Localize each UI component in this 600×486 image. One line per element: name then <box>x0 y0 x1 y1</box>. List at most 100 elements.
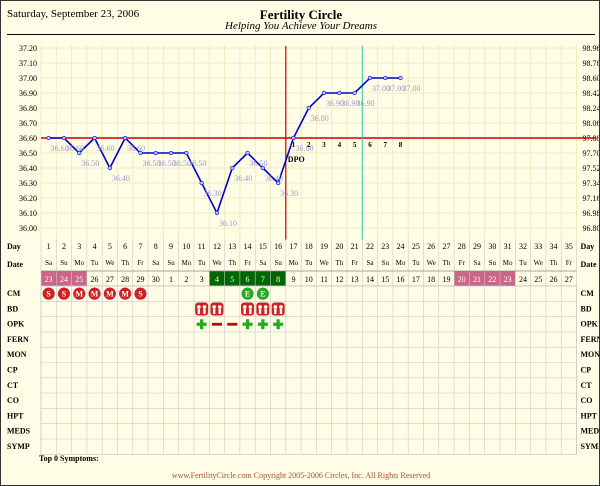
temperature-data-label: 36.50 <box>173 159 191 168</box>
date-label: 23 <box>45 275 53 284</box>
day-number: 8 <box>154 242 158 251</box>
weekday-label: Th <box>443 259 451 267</box>
temperature-data-label: 36.10 <box>219 219 237 228</box>
date-label: 26 <box>91 275 99 284</box>
row-label-mon: MON <box>7 350 27 359</box>
temperature-point <box>245 150 250 156</box>
temperature-data-label: 37.00 <box>387 84 405 93</box>
bd-marker <box>210 302 224 316</box>
row-label-right-mon: MON <box>581 350 600 359</box>
date-label: 27 <box>106 275 114 284</box>
opk-positive-marker <box>261 319 265 330</box>
date-label: 20 <box>458 275 466 284</box>
temperature-data-label: 37.00 <box>403 84 421 93</box>
symptoms-label: Top 0 Symptoms: <box>39 454 99 463</box>
cm-marker-code: M <box>121 290 129 299</box>
y-tick-fahrenheit: 98.78 <box>583 59 600 68</box>
day-number: 22 <box>366 242 374 251</box>
weekday-label: Mo <box>396 259 406 267</box>
dpo-label: DPO <box>288 155 305 164</box>
weekday-label: We <box>319 259 328 267</box>
weekday-label: We <box>534 259 543 267</box>
temperature-data-label: 36.60 <box>127 144 145 153</box>
row-label-cm: CM <box>7 289 21 298</box>
temperature-data-label: 36.40 <box>112 174 130 183</box>
row-label-cp: CP <box>7 366 18 375</box>
bd-marker <box>256 302 270 316</box>
footer-copyright: www.FertilityCircle.com Copyright 2005-2… <box>171 471 431 480</box>
day-number: 19 <box>320 242 328 251</box>
y-tick-celsius: 36.60 <box>19 134 37 143</box>
temperature-point <box>260 165 265 171</box>
weekday-label: Tu <box>305 259 313 267</box>
date-highlight-cell <box>469 271 485 286</box>
date-label: 15 <box>381 275 389 284</box>
row-label-meds: MEDS <box>7 427 31 436</box>
y-tick-celsius: 36.00 <box>19 224 37 233</box>
row-label-right-ct: CT <box>581 381 593 390</box>
cm-marker-code: S <box>62 290 67 299</box>
temperature-point <box>337 90 342 96</box>
cm-marker <box>57 286 71 301</box>
date-label: 25 <box>75 275 83 284</box>
date-highlight-cell <box>454 271 470 286</box>
weekday-label: Fr <box>137 259 144 267</box>
date-highlight-cell <box>56 271 72 286</box>
row-label-date: Date <box>7 260 23 269</box>
temperature-point <box>321 90 327 96</box>
temperature-point <box>398 75 403 81</box>
date-label: 13 <box>351 275 359 284</box>
cm-marker <box>118 286 133 301</box>
temperature-point <box>123 135 128 141</box>
day-number: 10 <box>182 242 190 251</box>
row-label-right-symp: SYMP <box>581 442 600 451</box>
bd-figure-body <box>212 308 216 314</box>
bd-figure-body <box>243 308 246 314</box>
row-label-day-right: Day <box>581 242 595 251</box>
bd-figure-head <box>197 305 201 309</box>
weekday-label: Fr <box>352 259 359 267</box>
row-label-fern: FERN <box>7 335 29 344</box>
weekday-label: We <box>427 259 436 267</box>
temperature-point <box>153 150 158 156</box>
weekday-label: Mo <box>503 259 513 267</box>
row-label-right-bd: BD <box>581 304 592 313</box>
day-number: 2 <box>62 242 66 251</box>
cm-marker-code: E <box>260 290 265 299</box>
day-number: 24 <box>397 242 405 251</box>
cm-marker <box>72 286 87 301</box>
bd-marker <box>241 302 255 316</box>
date-label: 2 <box>184 275 188 284</box>
temperature-point <box>230 165 235 171</box>
date-label: 23 <box>504 275 512 284</box>
day-number: 29 <box>473 242 481 251</box>
cm-marker-code: S <box>138 290 143 299</box>
weekday-label: Mo <box>289 259 299 267</box>
temperature-data-label: 36.90 <box>326 99 344 108</box>
weekday-label: Su <box>274 259 282 267</box>
date-label: 17 <box>412 275 420 284</box>
day-number: 7 <box>138 242 142 251</box>
temperature-data-label: 36.50 <box>250 159 268 168</box>
date-highlight-cell <box>224 271 240 286</box>
cm-marker <box>255 286 270 301</box>
weekday-label: Th <box>335 259 343 267</box>
temperature-point <box>61 135 67 141</box>
bd-figure-body <box>249 308 252 314</box>
day-number: 12 <box>213 242 221 251</box>
bd-figure-head <box>263 305 268 309</box>
day-number: 30 <box>488 242 496 251</box>
temperature-data-label: 36.80 <box>311 114 329 123</box>
dpo-number: 3 <box>322 141 326 149</box>
bd-figure-body <box>279 308 283 314</box>
temperature-series-line <box>48 77 401 216</box>
date-label: 6 <box>246 275 250 284</box>
date-highlight-cell <box>255 271 271 286</box>
temperature-data-label: 36.60 <box>51 144 69 153</box>
temperature-data-label: 36.40 <box>234 174 252 183</box>
date-label: 8 <box>276 275 280 284</box>
y-tick-celsius: 36.90 <box>19 89 37 98</box>
day-number: 17 <box>289 242 297 251</box>
weekday-label: Su <box>382 259 390 267</box>
temperature-point <box>92 135 97 141</box>
